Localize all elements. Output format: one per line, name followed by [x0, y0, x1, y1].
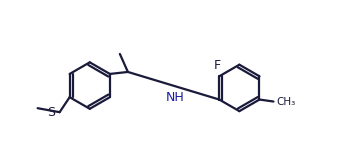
- Text: CH₃: CH₃: [276, 97, 296, 107]
- Text: NH: NH: [166, 91, 185, 104]
- Text: F: F: [214, 59, 221, 72]
- Text: S: S: [46, 106, 55, 119]
